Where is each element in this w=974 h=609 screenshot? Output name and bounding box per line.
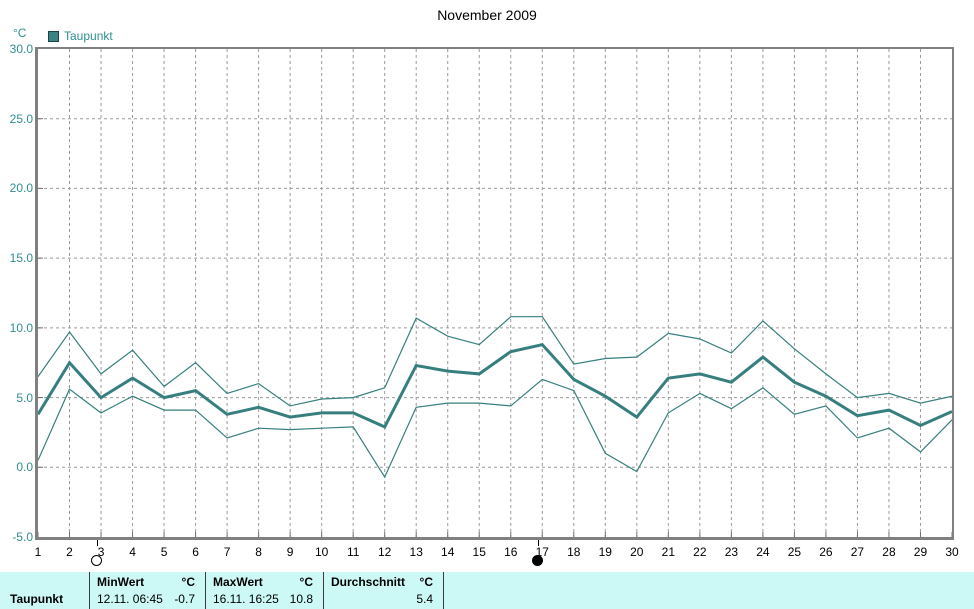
x-tick-label: 13 bbox=[409, 545, 423, 559]
x-tick-label: 21 bbox=[661, 545, 676, 559]
x-tick-label: 10 bbox=[314, 545, 329, 559]
x-tick-label: 14 bbox=[441, 545, 455, 559]
x-tick-label: 30 bbox=[945, 545, 959, 559]
summary-table: Taupunkt MinWert °C 12.11. 06:45 -0.7 Ma… bbox=[0, 572, 974, 609]
y-tick-label: 0.0 bbox=[16, 460, 33, 475]
durchschnitt-unit: °C bbox=[419, 575, 433, 589]
x-tick-label: 11 bbox=[346, 545, 360, 559]
y-tick-label: 10.0 bbox=[9, 320, 33, 335]
x-tick-label: 1 bbox=[34, 545, 42, 559]
y-tick-label: 25.0 bbox=[9, 111, 33, 126]
x-tick-label: 4 bbox=[129, 545, 136, 559]
minwert-value: -0.7 bbox=[174, 592, 195, 606]
durchschnitt-header: Durchschnitt bbox=[331, 575, 406, 589]
open-circle-marker-tick bbox=[96, 540, 98, 546]
x-tick-label: 22 bbox=[693, 545, 707, 559]
summary-col-label: Taupunkt bbox=[0, 572, 89, 609]
open-circle-icon bbox=[91, 555, 103, 566]
maxwert-unit: °C bbox=[299, 575, 313, 589]
x-tick-label: 5 bbox=[160, 545, 168, 559]
y-tick-label: -5.0 bbox=[12, 530, 33, 544]
y-tick-label: 15.0 bbox=[9, 251, 33, 266]
x-tick-label: 23 bbox=[724, 545, 739, 559]
taupunkt-line-chart bbox=[38, 49, 952, 537]
filled-circle-icon bbox=[532, 555, 544, 566]
x-tick-label: 24 bbox=[756, 545, 770, 559]
y-tick-label: 20.0 bbox=[9, 181, 33, 196]
minwert-datetime: 12.11. 06:45 bbox=[97, 592, 163, 606]
series-taupunkt-maximum bbox=[38, 316, 952, 407]
y-axis-unit-label: °C bbox=[13, 26, 27, 40]
summary-col-minwert: MinWert °C 12.11. 06:45 -0.7 bbox=[89, 572, 205, 609]
x-tick-label: 29 bbox=[913, 545, 928, 559]
series-taupunkt-mittelwert bbox=[38, 342, 952, 429]
x-tick-label: 8 bbox=[255, 545, 262, 559]
x-tick-label: 6 bbox=[192, 545, 199, 559]
filled-circle-marker-tick bbox=[537, 540, 539, 546]
x-tick-label: 27 bbox=[850, 545, 865, 559]
x-tick-label: 28 bbox=[882, 545, 896, 559]
plot-frame bbox=[35, 47, 954, 540]
x-tick-label: 20 bbox=[630, 545, 644, 559]
legend-label: Taupunkt bbox=[64, 29, 113, 43]
x-tick-label: 26 bbox=[819, 545, 833, 559]
x-tick-label: 18 bbox=[567, 545, 581, 559]
x-tick-label: 3 bbox=[97, 545, 105, 559]
summary-row-label: Taupunkt bbox=[10, 592, 64, 606]
minwert-header: MinWert bbox=[97, 575, 145, 589]
minwert-unit: °C bbox=[181, 575, 195, 589]
summary-col-maxwert: MaxWert °C 16.11. 16:25 10.8 bbox=[205, 572, 323, 609]
x-tick-label: 25 bbox=[787, 545, 802, 559]
x-tick-label: 2 bbox=[66, 545, 73, 559]
y-tick-label: 5.0 bbox=[16, 390, 33, 405]
x-tick-label: 7 bbox=[223, 545, 231, 559]
x-tick-label: 15 bbox=[472, 545, 486, 559]
x-tick-label: 16 bbox=[504, 545, 518, 559]
x-tick-label: 12 bbox=[378, 545, 392, 559]
summary-col-empty bbox=[443, 572, 974, 609]
durchschnitt-value: 5.4 bbox=[416, 592, 433, 606]
x-tick-label: 19 bbox=[598, 545, 612, 559]
series-taupunkt-minimum bbox=[38, 378, 952, 479]
chart-title: November 2009 bbox=[437, 7, 537, 23]
y-tick-label: 30.0 bbox=[9, 42, 33, 56]
summary-col-durchschnitt: Durchschnitt °C 5.4 bbox=[323, 572, 443, 609]
maxwert-datetime: 16.11. 16:25 bbox=[213, 592, 279, 606]
legend-swatch-icon bbox=[48, 30, 59, 42]
x-tick-label: 9 bbox=[286, 545, 294, 559]
maxwert-value: 10.8 bbox=[289, 592, 313, 606]
maxwert-header: MaxWert bbox=[213, 575, 263, 589]
legend: Taupunkt bbox=[48, 29, 113, 43]
